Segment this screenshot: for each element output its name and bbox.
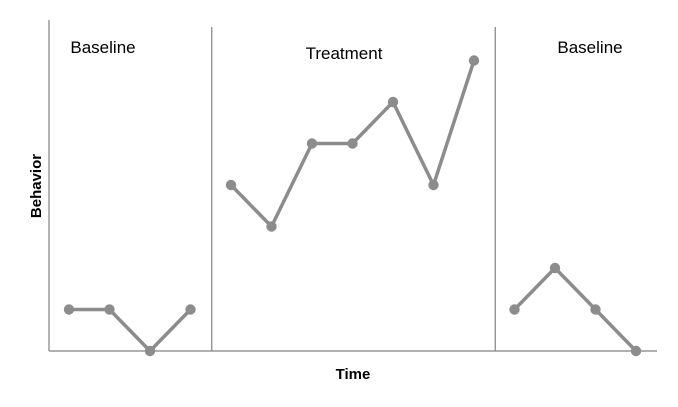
x-axis-title: Time [336, 366, 371, 383]
y-axis-title: Behavior [28, 154, 45, 218]
data-point-phase-1-4 [185, 304, 196, 315]
data-point-phase-1-3 [144, 345, 156, 357]
phase-1-line [67, 307, 193, 353]
phase-change-lines [211, 27, 496, 351]
data-point-phase-2-7 [468, 55, 480, 66]
phase-label-3: Baseline [557, 38, 622, 57]
data-point-phase-3-4 [630, 345, 642, 357]
data-point-phase-2-5 [387, 96, 399, 108]
data-series [63, 55, 642, 357]
data-point-phase-1-2 [104, 304, 115, 315]
data-point-phase-2-2 [266, 221, 277, 232]
data-point-phase-2-6 [428, 179, 439, 191]
data-point-phase-1-1 [63, 304, 75, 315]
data-point-phase-2-3 [306, 138, 318, 149]
phase-label-2: Treatment [306, 44, 383, 63]
phase-label-1: Baseline [70, 38, 135, 57]
data-point-phase-2-1 [225, 179, 237, 191]
phase-3-line [512, 266, 638, 353]
data-point-phase-3-2 [549, 262, 561, 274]
data-point-phase-2-4 [347, 138, 358, 149]
phase-labels: Baseline Treatment Baseline [70, 38, 622, 63]
data-point-phase-3-1 [509, 304, 520, 315]
data-point-phase-3-3 [590, 304, 601, 315]
axes [48, 20, 657, 352]
